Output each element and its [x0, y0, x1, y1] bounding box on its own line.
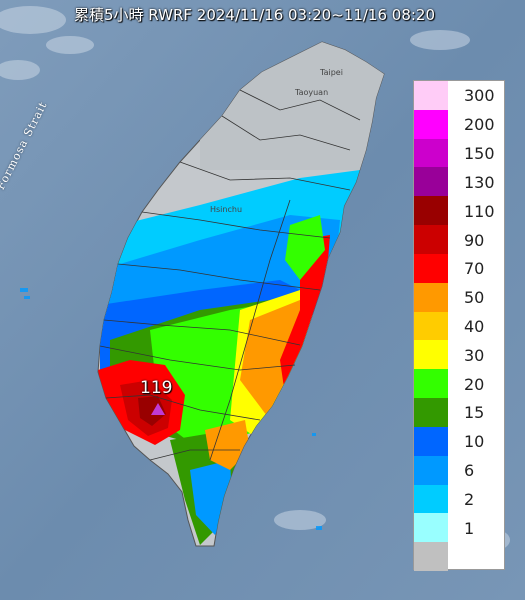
legend-label: 130 — [464, 172, 495, 192]
peak-marker-icon — [151, 403, 165, 415]
rainfall-legend: 300 200 150 130 110 90 70 50 40 30 20 15 10 6 2 1 — [413, 80, 506, 571]
city-label-taoyuan: Taoyuan — [295, 88, 329, 97]
legend-row: 70 — [414, 253, 506, 283]
city-label-taipei: Taipei — [320, 68, 343, 77]
legend-label: 200 — [464, 115, 495, 135]
legend-row: 40 — [414, 311, 506, 341]
legend-row: 300 — [414, 81, 506, 110]
legend-swatch — [414, 426, 448, 456]
legend-row: 200 — [414, 109, 506, 139]
legend-row: 10 — [414, 426, 506, 456]
legend-label: 6 — [464, 461, 475, 481]
peak-value-label: 119 — [140, 378, 173, 398]
legend-swatch — [414, 81, 448, 110]
legend-swatch — [414, 369, 448, 399]
legend-row — [414, 542, 506, 571]
legend-row: 150 — [414, 138, 506, 168]
legend-row: 130 — [414, 167, 506, 197]
legend-swatch — [414, 311, 448, 341]
county-boundaries — [99, 89, 361, 461]
legend-row: 1 — [414, 513, 506, 543]
legend-label: 30 — [464, 345, 485, 365]
legend-swatch — [414, 253, 448, 283]
offshore-echoes — [20, 288, 322, 530]
legend-swatch — [414, 225, 448, 254]
legend-swatch — [414, 484, 448, 514]
legend-label: 20 — [464, 374, 485, 394]
legend-swatch — [414, 196, 448, 226]
legend-row: 110 — [414, 196, 506, 226]
legend-label: 10 — [464, 432, 485, 452]
legend-swatch — [414, 340, 448, 370]
legend-swatch — [414, 542, 448, 571]
map-title: 累積5小時 RWRF 2024/11/16 03:20~11/16 08:20 — [74, 6, 436, 24]
legend-swatch — [414, 282, 448, 312]
legend-label: 110 — [464, 201, 495, 221]
legend-label: 40 — [464, 316, 485, 336]
city-label-hsinchu: Hsinchu — [210, 205, 243, 214]
legend-row: 90 — [414, 225, 506, 254]
legend-label: 2 — [464, 489, 475, 509]
legend-label: 150 — [464, 144, 495, 164]
legend-swatch — [414, 455, 448, 485]
legend-label: 300 — [464, 86, 495, 106]
legend-label: 15 — [464, 403, 485, 423]
legend-swatch — [414, 167, 448, 197]
legend-swatch — [414, 398, 448, 427]
legend-row: 20 — [414, 369, 506, 399]
legend-row: 6 — [414, 455, 506, 485]
legend-label: 1 — [464, 518, 475, 538]
legend-swatch — [414, 109, 448, 139]
legend-row: 30 — [414, 340, 506, 370]
legend-label: 90 — [464, 230, 485, 250]
legend-swatch — [414, 513, 448, 543]
legend-label: 50 — [464, 288, 485, 308]
legend-swatch — [414, 138, 448, 168]
legend-row: 15 — [414, 398, 506, 427]
legend-label: 70 — [464, 259, 485, 279]
legend-row: 2 — [414, 484, 506, 514]
legend-row: 50 — [414, 282, 506, 312]
